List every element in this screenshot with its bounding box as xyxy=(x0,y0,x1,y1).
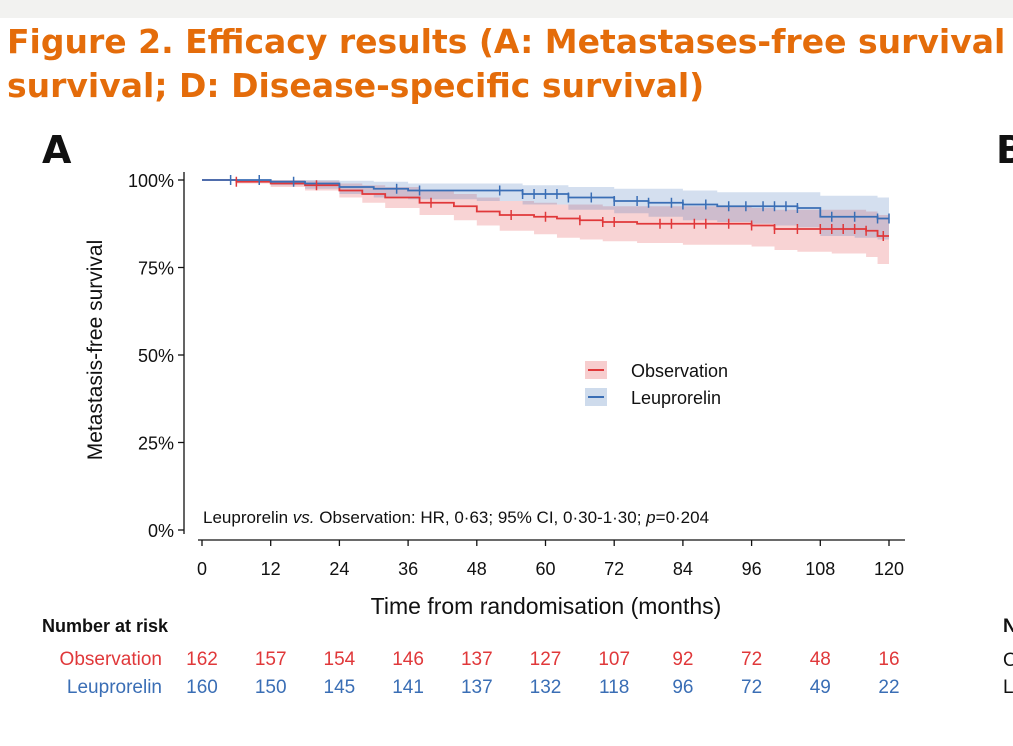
risk-value: 137 xyxy=(460,649,493,670)
x-tick-label: 72 xyxy=(604,559,624,579)
risk-value: 137 xyxy=(460,677,493,698)
figure-title-line-1: Figure 2. Efficacy results (A: Metastase… xyxy=(7,22,1006,61)
x-tick-label: 84 xyxy=(673,559,693,579)
next-panel-header-edge: N xyxy=(1003,616,1013,637)
risk-value: 48 xyxy=(809,649,831,670)
panel-letter-a: A xyxy=(42,128,72,172)
next-panel-row2-edge: L xyxy=(1003,677,1013,698)
x-tick-label: 36 xyxy=(398,559,418,579)
y-tick-label: 25% xyxy=(138,434,174,454)
x-tick-label: 12 xyxy=(261,559,281,579)
risk-row-label-text: Leuprorelin xyxy=(66,677,162,698)
risk-value: 96 xyxy=(672,677,694,698)
risk-value: 145 xyxy=(323,677,356,698)
risk-value: 154 xyxy=(323,649,356,670)
risk-value: 150 xyxy=(254,677,287,698)
x-tick-label: 0 xyxy=(197,559,207,579)
y-tick-label: 50% xyxy=(138,346,174,366)
risk-table-header: Number at risk xyxy=(42,616,169,636)
y-tick-label: 0% xyxy=(148,521,174,541)
y-axis-label: Metastasis-free survival xyxy=(84,240,107,461)
x-tick-label: 96 xyxy=(742,559,762,579)
risk-value: 157 xyxy=(254,649,287,670)
panel-letter-b: B xyxy=(996,128,1013,172)
x-tick-label: 24 xyxy=(329,559,349,579)
risk-value: 49 xyxy=(809,677,831,698)
x-tick-label: 120 xyxy=(874,559,904,579)
risk-value: 72 xyxy=(741,649,763,670)
x-tick-label: 60 xyxy=(535,559,555,579)
risk-value: 118 xyxy=(599,677,630,698)
censor-marks xyxy=(229,175,890,241)
risk-value: 107 xyxy=(598,649,631,670)
risk-value: 16 xyxy=(878,649,900,670)
legend-label-observation: Observation xyxy=(631,361,728,381)
risk-value: 141 xyxy=(392,677,424,698)
next-panel-row1-edge: O xyxy=(1003,650,1013,671)
risk-value: 132 xyxy=(529,677,562,698)
risk-value: 92 xyxy=(672,649,694,670)
figure-title: Figure 2. Efficacy results (A: Metastase… xyxy=(7,20,1013,108)
axes: 0% 25% 50% 75% 100% 0 12 24 36 48 60 72 84 96 108 120 xyxy=(128,171,905,579)
risk-row-label-text: Observation xyxy=(59,649,162,670)
x-tick-label: 108 xyxy=(805,559,835,579)
risk-value: 72 xyxy=(741,677,763,698)
legend-label-leuprorelin: Leuprorelin xyxy=(631,388,721,408)
hr-annotation: Leuprorelin vs. Observation: HR, 0·63; 9… xyxy=(203,508,709,527)
ci-band-observation xyxy=(202,180,889,264)
x-axis-label: Time from randomisation (months) xyxy=(371,593,722,619)
risk-value: 162 xyxy=(186,649,218,670)
top-bar xyxy=(0,0,1013,18)
x-tick-label: 48 xyxy=(467,559,487,579)
risk-value: 127 xyxy=(529,649,562,670)
figure-title-line-2: survival; D: Disease-specific survival) xyxy=(7,66,705,105)
risk-value: 160 xyxy=(186,677,218,698)
y-tick-label: 100% xyxy=(128,171,174,191)
risk-value: 146 xyxy=(392,649,424,670)
risk-value: 22 xyxy=(878,677,900,698)
y-tick-label: 75% xyxy=(138,259,174,279)
legend: Observation Leuprorelin xyxy=(585,361,728,408)
